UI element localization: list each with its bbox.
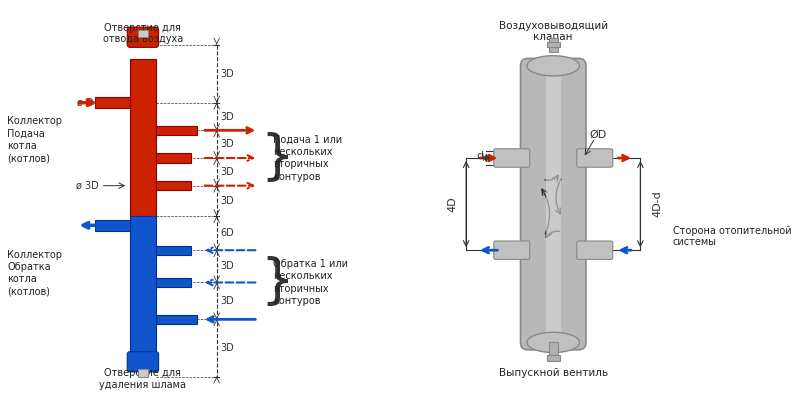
- Bar: [95, 220, 130, 231]
- Text: }: }: [260, 132, 294, 184]
- Bar: [156, 153, 191, 163]
- Bar: [546, 355, 560, 361]
- Bar: [156, 126, 198, 135]
- FancyBboxPatch shape: [494, 149, 530, 167]
- Bar: [156, 181, 191, 190]
- Text: 3D: 3D: [220, 139, 234, 149]
- Text: ø D: ø D: [77, 98, 93, 108]
- Text: d: d: [477, 151, 484, 161]
- Bar: [130, 59, 156, 216]
- Text: ø 3D: ø 3D: [76, 181, 98, 190]
- FancyBboxPatch shape: [127, 27, 158, 47]
- Text: 3D: 3D: [220, 343, 234, 353]
- Text: Обратка 1 или
нескольких
вторичных
контуров: Обратка 1 или нескольких вторичных конту…: [273, 259, 348, 306]
- Text: 3D: 3D: [220, 69, 234, 79]
- Bar: [156, 278, 191, 287]
- Text: 4D: 4D: [447, 196, 458, 212]
- Bar: [549, 38, 558, 52]
- Bar: [156, 245, 191, 255]
- FancyBboxPatch shape: [521, 59, 586, 350]
- Bar: [130, 216, 156, 354]
- Bar: [546, 42, 560, 47]
- Bar: [546, 68, 561, 341]
- Text: Отверстие для
удаления шлама: Отверстие для удаления шлама: [99, 368, 186, 390]
- Text: Сторона отопительной
системы: Сторона отопительной системы: [673, 225, 791, 247]
- FancyBboxPatch shape: [577, 241, 613, 259]
- FancyBboxPatch shape: [127, 352, 158, 372]
- Text: }: }: [260, 256, 294, 309]
- Text: 3D: 3D: [220, 261, 234, 271]
- Text: Отверстие для
отвода воздуха: Отверстие для отвода воздуха: [102, 23, 183, 44]
- Text: Коллектор
Подача
котла
(котлов): Коллектор Подача котла (котлов): [7, 116, 62, 163]
- Text: 3D: 3D: [220, 112, 234, 122]
- Text: Выпускной вентиль: Выпускной вентиль: [498, 368, 608, 378]
- Ellipse shape: [527, 332, 579, 352]
- Bar: [95, 97, 130, 108]
- Text: 6D: 6D: [220, 228, 234, 238]
- Text: 3D: 3D: [220, 296, 234, 306]
- Bar: [138, 369, 147, 376]
- Text: Воздуховыводящий
клапан: Воздуховыводящий клапан: [498, 21, 608, 42]
- Text: 3D: 3D: [220, 196, 234, 206]
- Text: Коллектор
Обратка
котла
(котлов): Коллектор Обратка котла (котлов): [7, 249, 62, 297]
- Ellipse shape: [527, 56, 579, 76]
- Text: 4D-d: 4D-d: [652, 191, 662, 217]
- Bar: [156, 315, 198, 324]
- Text: Подача 1 или
нескольких
вторичных
контуров: Подача 1 или нескольких вторичных контур…: [273, 134, 342, 182]
- Text: ØD: ØD: [590, 130, 607, 140]
- Bar: [549, 342, 558, 356]
- FancyBboxPatch shape: [577, 149, 613, 167]
- Text: 3D: 3D: [220, 167, 234, 177]
- Bar: [138, 30, 147, 37]
- FancyBboxPatch shape: [494, 241, 530, 259]
